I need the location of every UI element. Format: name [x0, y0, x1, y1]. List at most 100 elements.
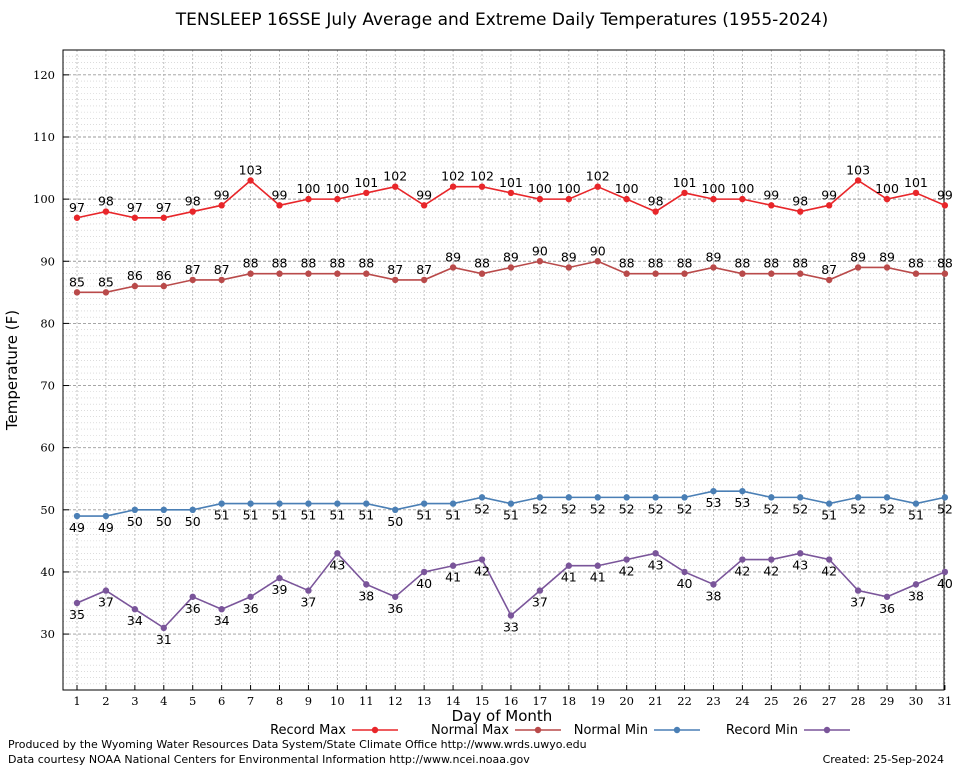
- data-label: 52: [850, 501, 866, 516]
- data-label: 89: [445, 249, 461, 264]
- data-point: [189, 208, 196, 215]
- data-point: [305, 587, 312, 594]
- data-point: [478, 270, 486, 277]
- legend-item: Normal Max: [431, 723, 561, 738]
- data-point: [825, 202, 833, 209]
- data-label: 87: [185, 262, 201, 277]
- data-label: 37: [532, 595, 548, 610]
- data-point: [420, 500, 428, 507]
- data-point: [334, 550, 341, 557]
- data-label: 89: [850, 249, 866, 264]
- data-label: 51: [445, 508, 461, 523]
- data-label: 51: [300, 508, 316, 523]
- data-point: [681, 494, 688, 501]
- data-label: 87: [214, 262, 230, 277]
- y-tick-label: 100: [33, 192, 55, 206]
- data-point: [131, 282, 139, 290]
- data-point: [420, 202, 428, 209]
- data-point: [883, 494, 891, 501]
- y-tick-label: 70: [40, 379, 55, 393]
- data-label: 99: [821, 187, 837, 202]
- data-label: 52: [879, 501, 895, 516]
- data-point: [565, 562, 573, 569]
- x-tick-label: 30: [909, 694, 924, 708]
- data-point: [912, 581, 920, 588]
- data-label: 88: [619, 256, 635, 271]
- x-tick-label: 7: [247, 694, 254, 708]
- data-label: 102: [383, 169, 407, 184]
- data-point: [507, 264, 515, 271]
- data-point: [420, 568, 428, 576]
- data-point: [883, 195, 891, 203]
- data-point: [768, 556, 775, 563]
- data-label: 52: [648, 501, 664, 516]
- data-point: [392, 506, 399, 514]
- x-tick-label: 3: [131, 694, 138, 708]
- data-point: [912, 270, 920, 277]
- data-point: [189, 593, 196, 600]
- data-point: [507, 500, 515, 507]
- data-point: [623, 494, 630, 501]
- data-point: [739, 556, 746, 563]
- grid: [63, 50, 946, 690]
- data-point: [854, 587, 862, 594]
- data-point: [941, 202, 949, 209]
- data-label: 36: [387, 601, 403, 616]
- data-label: 85: [98, 274, 114, 289]
- x-tick-label: 23: [706, 694, 721, 708]
- data-point: [102, 512, 110, 520]
- data-point: [941, 494, 949, 501]
- data-label: 37: [850, 595, 866, 610]
- data-label: 99: [763, 187, 779, 202]
- data-label: 100: [325, 181, 349, 196]
- y-axis-label: Temperature (F): [3, 310, 21, 431]
- legend-marker: [673, 726, 681, 734]
- legend: Record Max Normal Max Normal Min Record Min: [270, 723, 850, 738]
- data-label: 41: [590, 570, 606, 585]
- data-point: [218, 276, 225, 284]
- data-point: [73, 289, 81, 296]
- data-label: 42: [619, 564, 635, 579]
- x-tick-label: 12: [388, 694, 403, 708]
- data-label: 97: [127, 200, 143, 215]
- data-label: 40: [416, 576, 432, 591]
- legend-label: Normal Min: [574, 723, 648, 738]
- y-tick-label: 50: [40, 503, 55, 517]
- data-label: 52: [619, 501, 635, 516]
- data-point: [160, 282, 167, 290]
- data-label: 87: [387, 262, 403, 277]
- data-label: 88: [937, 256, 953, 271]
- y-tick-label: 90: [40, 254, 55, 268]
- data-point: [883, 264, 891, 271]
- data-point: [594, 258, 601, 265]
- data-label: 51: [503, 508, 519, 523]
- data-label: 100: [557, 181, 581, 196]
- data-point: [797, 550, 804, 557]
- data-label: 88: [792, 256, 808, 271]
- data-label: 50: [387, 514, 403, 529]
- data-point: [941, 568, 949, 576]
- data-point: [854, 494, 862, 501]
- legend-item: Record Min: [726, 723, 850, 738]
- data-point: [652, 550, 659, 557]
- data-point: [536, 587, 544, 594]
- data-label: 86: [127, 268, 143, 283]
- data-point: [710, 487, 717, 495]
- data-label: 52: [763, 501, 779, 516]
- data-point: [681, 568, 688, 576]
- data-label: 100: [297, 181, 321, 196]
- series-normal-max: 85 85 86 86 87 87 88 88 88 88 88 87 87 89 88 89 90 89 90 88…: [69, 243, 953, 296]
- data-label: 90: [532, 243, 548, 258]
- data-label: 103: [239, 162, 263, 177]
- data-point: [247, 500, 254, 507]
- data-label: 88: [358, 256, 374, 271]
- data-label: 100: [615, 181, 639, 196]
- data-label: 100: [875, 181, 899, 196]
- x-tick-label: 24: [735, 694, 750, 708]
- x-tick-label: 20: [619, 694, 634, 708]
- data-label: 99: [416, 187, 432, 202]
- data-label: 43: [792, 557, 808, 572]
- data-point: [797, 494, 804, 501]
- data-point: [825, 556, 833, 563]
